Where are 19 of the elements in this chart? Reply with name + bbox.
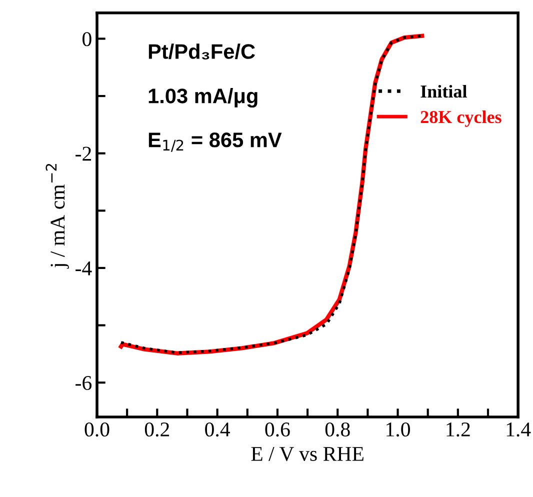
x-tick-label: 0.8 [325, 422, 350, 437]
x-tick-label: 0.6 [265, 422, 290, 437]
y-tick-label: 0 [82, 32, 92, 46]
y-tick-label: -2 [76, 146, 91, 161]
annotation: E$_{1/2}$ = 865 mV [148, 132, 282, 152]
x-tick-label: 1.0 [386, 422, 410, 437]
x-axis-title: E / V vs RHE [251, 447, 364, 462]
annotation: Pt/Pd₃Fe/C [148, 44, 255, 60]
y-tick-label: -4 [76, 261, 92, 276]
y-axis-title: j / mA cm$^{−2}$ [46, 164, 69, 269]
legend-label: Initial [420, 84, 467, 98]
annotation: 1.03 mA/μg [148, 88, 258, 108]
x-tick-label: 1.4 [506, 422, 531, 437]
y-tick-label: -6 [76, 376, 92, 390]
x-tick-label: 0.2 [144, 422, 170, 437]
legend-label: 28K cycles [420, 110, 502, 127]
x-tick-label: 0.4 [205, 422, 230, 437]
x-tick-label: 1.2 [446, 422, 470, 437]
x-tick-label: 0.0 [84, 422, 110, 437]
